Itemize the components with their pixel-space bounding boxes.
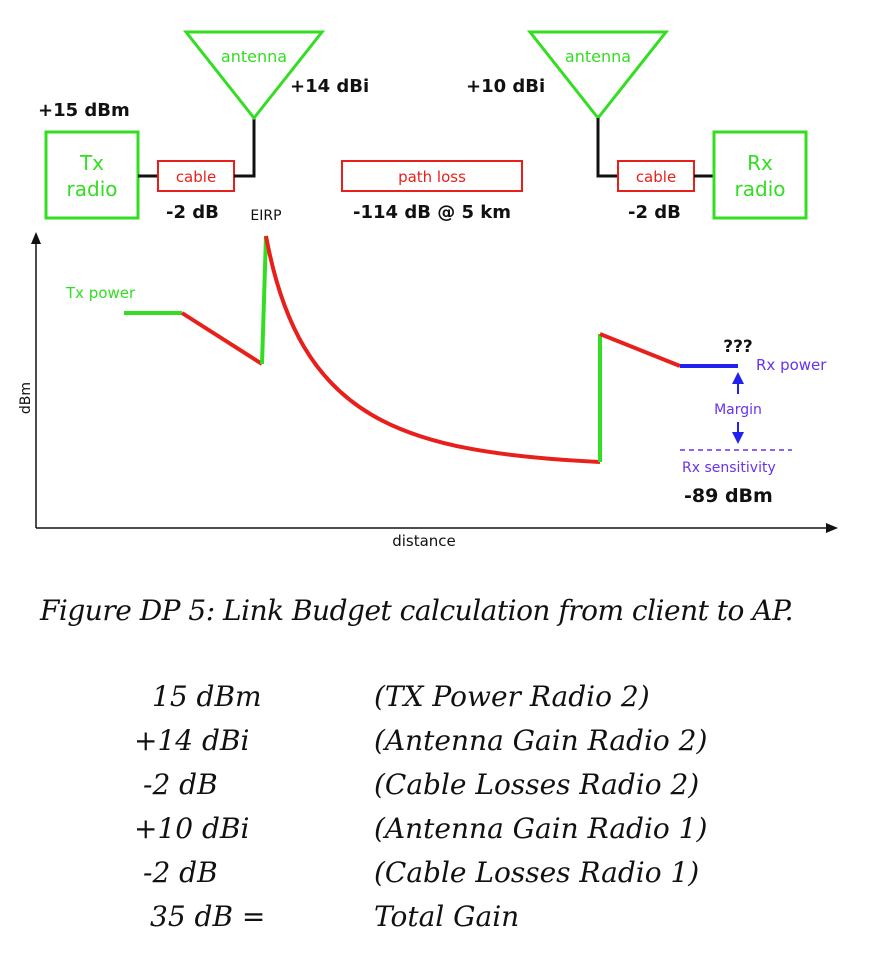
rx-radio-box bbox=[712, 130, 808, 220]
margin-label: Margin bbox=[714, 402, 762, 418]
budget-description: (Antenna Gain Radio 1) bbox=[374, 812, 708, 845]
tx-radio-label-line1: Tx bbox=[79, 151, 104, 175]
tx-power-graph-label: Tx power bbox=[65, 284, 136, 302]
margin-arrow-up-head bbox=[732, 372, 744, 384]
budget-description: Total Gain bbox=[374, 900, 520, 933]
budget-value: 35 dB = bbox=[150, 900, 266, 933]
tx-antenna-gain-segment bbox=[260, 235, 268, 365]
figure-caption: Figure DP 5: Link Budget calculation fro… bbox=[40, 594, 794, 627]
budget-row: 35 dB = Total Gain bbox=[0, 900, 872, 940]
link-budget-diagram: +15 dBm Tx radio cable -2 dB antenna +14… bbox=[18, 30, 838, 550]
budget-value: 15 dBm bbox=[152, 680, 262, 713]
budget-description: (TX Power Radio 2) bbox=[374, 680, 650, 713]
rx-radio-label-line2: radio bbox=[735, 177, 786, 201]
rx-cable-label: cable bbox=[636, 168, 676, 186]
rx-power-graph-label: Rx power bbox=[756, 356, 827, 374]
tx-cable-to-antenna-line bbox=[234, 118, 256, 178]
unknown-marks: ??? bbox=[723, 337, 753, 357]
tx-cable-loss-segment bbox=[180, 311, 264, 366]
rx-sensitivity-label: Rx sensitivity bbox=[682, 460, 776, 476]
path-loss-box-label: path loss bbox=[398, 168, 466, 186]
tx-cable-label: cable bbox=[176, 168, 216, 186]
path-loss-curve bbox=[264, 235, 601, 464]
rx-antenna-label: antenna bbox=[565, 47, 631, 66]
rx-antenna-triangle bbox=[526, 30, 670, 121]
budget-description: (Cable Losses Radio 1) bbox=[374, 856, 700, 889]
budget-row: +14 dBi (Antenna Gain Radio 2) bbox=[0, 724, 872, 764]
eirp-label: EIRP bbox=[250, 208, 281, 224]
path-loss-value: -114 dB @ 5 km bbox=[353, 202, 511, 223]
y-axis-label: dBm bbox=[18, 382, 34, 414]
y-axis-arrow bbox=[31, 232, 41, 244]
rx-antenna-to-cable-line bbox=[596, 118, 618, 178]
rx-radio-label-line1: Rx bbox=[747, 151, 773, 175]
budget-row: -2 dB (Cable Losses Radio 2) bbox=[0, 768, 872, 808]
x-axis-arrow bbox=[826, 523, 838, 533]
x-axis-label: distance bbox=[392, 532, 456, 550]
tx-antenna-label: antenna bbox=[221, 47, 287, 66]
tx-cable-loss: -2 dB bbox=[166, 202, 219, 223]
margin-arrow-down-head bbox=[732, 432, 744, 444]
tx-antenna-gain: +14 dBi bbox=[290, 76, 369, 97]
budget-row: 15 dBm (TX Power Radio 2) bbox=[0, 680, 872, 720]
budget-value: -2 dB bbox=[143, 768, 218, 801]
tx-antenna-triangle bbox=[182, 30, 326, 121]
rx-cable-loss-segment bbox=[599, 332, 681, 368]
budget-value: -2 dB bbox=[143, 856, 218, 889]
rx-antenna-gain: +10 dBi bbox=[466, 76, 545, 97]
tx-radio-box bbox=[44, 130, 140, 220]
budget-description: (Cable Losses Radio 2) bbox=[374, 768, 700, 801]
rx-sensitivity-value: -89 dBm bbox=[684, 485, 773, 507]
path-loss-box bbox=[341, 160, 523, 192]
rx-cable-loss: -2 dB bbox=[628, 202, 681, 223]
tx-radio-label-line2: radio bbox=[67, 177, 118, 201]
tx-power-label: +15 dBm bbox=[38, 100, 130, 121]
budget-row: -2 dB (Cable Losses Radio 1) bbox=[0, 856, 872, 896]
budget-row: +10 dBi (Antenna Gain Radio 1) bbox=[0, 812, 872, 852]
budget-description: (Antenna Gain Radio 2) bbox=[374, 724, 708, 757]
budget-value: +10 dBi bbox=[134, 812, 250, 845]
budget-value: +14 dBi bbox=[134, 724, 250, 757]
